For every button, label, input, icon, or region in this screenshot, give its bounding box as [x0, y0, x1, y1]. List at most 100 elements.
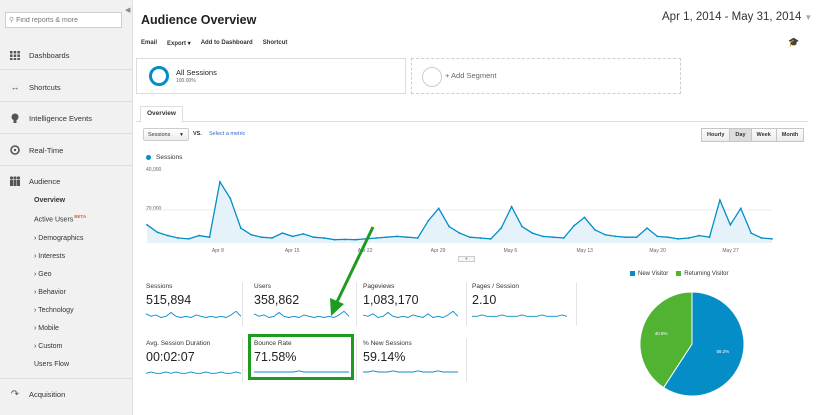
- graduation-cap-icon[interactable]: 🎓: [788, 37, 800, 47]
- sessions-point: [333, 238, 336, 241]
- sidebar-item-audience[interactable]: Audience: [0, 175, 133, 187]
- select-metric-link[interactable]: Select a metric: [209, 131, 246, 137]
- sidebar-item-custom[interactable]: › Custom: [34, 343, 63, 350]
- sessions-point: [177, 237, 180, 239]
- sparkline: [145, 371, 242, 374]
- sidebar-label-audience: Audience: [29, 176, 61, 186]
- month-button[interactable]: Month: [775, 128, 805, 142]
- sessions-point: [375, 237, 378, 239]
- metric-value: 358,862: [254, 293, 300, 307]
- bulb-icon: [8, 112, 22, 124]
- sessions-point: [208, 236, 211, 239]
- sidebar-item-behavior[interactable]: › Behavior: [34, 289, 66, 296]
- legend-swatch: [630, 271, 635, 276]
- x-tick-label: Apr 22: [357, 248, 373, 254]
- sidebar-item-realtime[interactable]: Real-Time: [0, 144, 133, 156]
- chevron-down-icon: ▼: [804, 13, 813, 22]
- tab-overview[interactable]: Overview: [140, 106, 183, 123]
- metric-value: 2.10: [472, 293, 497, 307]
- add-to-dashboard-button[interactable]: Add to Dashboard: [200, 40, 253, 46]
- sessions-point: [635, 236, 638, 239]
- search-input[interactable]: [16, 16, 117, 24]
- export-button[interactable]: Export ▾: [167, 41, 191, 47]
- legend-label: Sessions: [156, 154, 183, 161]
- sidebar-item-geo[interactable]: › Geo: [34, 271, 52, 278]
- segment-all-sessions[interactable]: All Sessions 100.00%: [136, 58, 406, 94]
- sparkline: [253, 310, 350, 318]
- sessions-point: [323, 237, 325, 239]
- card-separator: [356, 282, 357, 326]
- email-button[interactable]: Email: [141, 40, 158, 46]
- sessions-point: [281, 232, 284, 234]
- divider: [0, 101, 133, 102]
- sidebar-item-interests[interactable]: › Interests: [34, 253, 66, 260]
- metric-card[interactable]: Bounce Rate 71.58%: [254, 340, 354, 378]
- sessions-point: [510, 205, 513, 208]
- card-separator: [356, 338, 357, 382]
- x-tick-label: May 27: [722, 248, 739, 254]
- sessions-point: [291, 235, 294, 238]
- sidebar-item-overview[interactable]: Overview: [34, 197, 66, 204]
- metric-card[interactable]: Pages / Session 2.10: [472, 283, 572, 321]
- sessions-point: [500, 227, 503, 230]
- card-separator: [466, 338, 467, 382]
- sessions-point: [469, 236, 471, 239]
- beta-badge: BETA: [74, 214, 87, 219]
- active-users-label: Active Users: [34, 216, 74, 224]
- chart-resize-handle[interactable]: ▼: [458, 256, 475, 262]
- sessions-point: [344, 238, 346, 241]
- metric-label: Pages / Session: [472, 283, 519, 290]
- sidebar-item-shortcuts[interactable]: ↔ Shortcuts: [0, 81, 133, 93]
- metric-selector[interactable]: Sessions ▼: [143, 128, 189, 141]
- sidebar-item-users-flow[interactable]: Users Flow: [34, 361, 70, 368]
- sidebar-item-dashboards[interactable]: Dashboards: [0, 49, 133, 61]
- sparkline: [254, 370, 349, 373]
- sessions-legend: Sessions: [146, 154, 182, 161]
- metric-card[interactable]: Pageviews 1,083,170: [362, 283, 463, 321]
- metric-label: Sessions: [146, 283, 173, 290]
- x-tick-label: May 20: [649, 248, 666, 254]
- sessions-point: [573, 224, 575, 227]
- sessions-point: [666, 236, 669, 239]
- sparkline-path: [254, 370, 349, 373]
- tab-bar: Overview: [136, 106, 808, 123]
- sessions-point: [427, 219, 430, 222]
- metric-card[interactable]: Sessions 515,894: [145, 283, 246, 321]
- metric-label: Avg. Session Duration: [146, 340, 211, 347]
- metric-card[interactable]: Users 358,862: [253, 283, 354, 321]
- sparkline: [472, 314, 568, 317]
- metric-label: % New Sessions: [363, 340, 412, 347]
- sessions-point: [583, 216, 586, 219]
- add-segment-button[interactable]: + Add Segment: [411, 58, 681, 94]
- sparkline-path: [363, 370, 458, 373]
- search-box[interactable]: ⚲: [5, 12, 122, 28]
- sidebar-item-technology[interactable]: › Technology: [34, 307, 74, 314]
- metric-card[interactable]: % New Sessions 59.14%: [363, 340, 463, 378]
- sessions-point: [677, 237, 680, 240]
- sidebar-item-active-users[interactable]: Active UsersBETA: [34, 214, 86, 223]
- sessions-point: [385, 236, 388, 239]
- sparkline: [362, 310, 459, 318]
- date-range-picker[interactable]: Apr 1, 2014 - May 31, 2014 ▼: [662, 11, 812, 23]
- sidebar-item-mobile[interactable]: › Mobile: [34, 325, 59, 332]
- card-separator: [242, 338, 243, 382]
- sessions-point: [594, 228, 596, 231]
- sessions-point: [698, 234, 700, 237]
- sidebar-item-intelligence[interactable]: Intelligence Events: [0, 112, 133, 124]
- sparkline: [363, 370, 458, 373]
- sidebar-item-acquisition[interactable]: ↷ Acquisition: [0, 388, 133, 400]
- shortcut-button[interactable]: Shortcut: [262, 40, 288, 46]
- metric-card[interactable]: Avg. Session Duration 00:02:07: [145, 340, 246, 378]
- sessions-point: [614, 235, 617, 238]
- sessions-point: [396, 235, 398, 238]
- sessions-point: [479, 237, 482, 239]
- legend-swatch: [676, 271, 682, 276]
- segment-circle-icon: [149, 66, 169, 86]
- divider: [0, 378, 133, 379]
- sidebar-item-demographics[interactable]: › Demographics: [34, 235, 84, 242]
- sessions-point: [458, 232, 461, 234]
- metric-value: 515,894: [146, 293, 192, 307]
- sessions-point: [739, 207, 742, 210]
- collapse-sidebar-icon[interactable]: ◀: [125, 7, 131, 14]
- legend-new-visitor: New Visitor: [630, 271, 668, 277]
